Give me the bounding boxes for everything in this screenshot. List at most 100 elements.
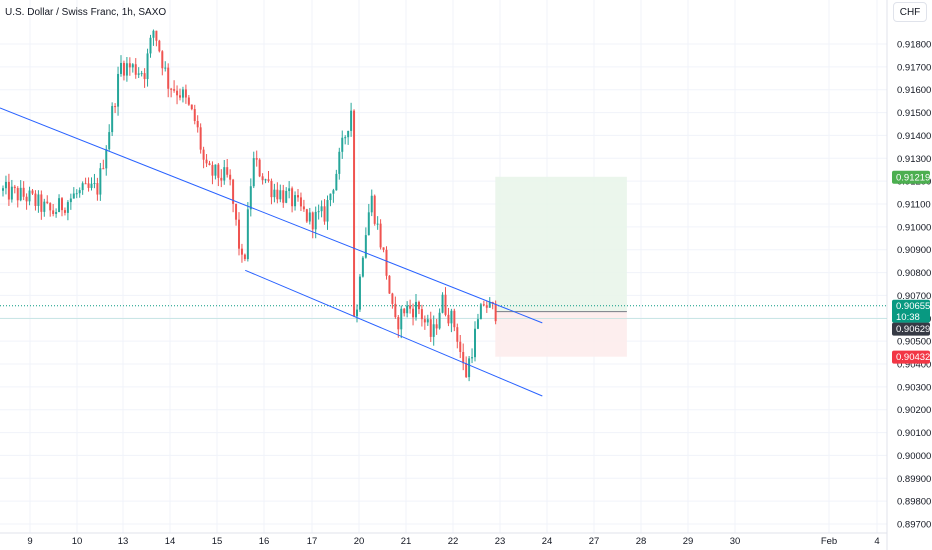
candle	[432, 315, 435, 346]
candle	[90, 177, 93, 191]
candle	[193, 104, 196, 125]
candle	[128, 57, 131, 76]
price-tick-label: 0.91000	[897, 222, 931, 233]
candle	[28, 186, 31, 206]
time-tick-label: 4	[874, 536, 879, 547]
candle	[485, 300, 488, 313]
candle	[117, 66, 120, 116]
candle	[4, 175, 7, 195]
price-tick-label: 0.90000	[897, 451, 931, 462]
target-price-tag: 0.91219	[892, 170, 930, 184]
candle	[111, 102, 114, 137]
candle	[388, 275, 391, 294]
price-tick-label: 0.89800	[897, 497, 931, 508]
candle	[394, 296, 397, 319]
candle	[299, 192, 302, 212]
candle	[468, 356, 471, 382]
candle	[267, 171, 270, 183]
candle	[350, 102, 353, 137]
candle	[270, 178, 273, 205]
candle	[84, 177, 87, 185]
candle	[152, 29, 155, 46]
candle	[134, 58, 137, 79]
price-tick-label: 0.91500	[897, 108, 931, 119]
target-zone[interactable]	[495, 176, 627, 312]
candle	[96, 177, 99, 201]
candle	[226, 158, 229, 178]
price-tick-label: 0.90400	[897, 360, 931, 371]
candle	[114, 103, 117, 114]
candle	[120, 55, 122, 77]
candle	[81, 181, 84, 195]
candle	[75, 189, 78, 199]
candle	[143, 68, 146, 88]
candle	[66, 200, 69, 221]
lower-trendline[interactable]	[245, 269, 543, 397]
candle	[7, 173, 10, 206]
candle	[423, 315, 426, 330]
time-tick-label: 23	[495, 536, 506, 547]
candle	[385, 246, 388, 280]
candle	[122, 60, 125, 81]
currency-button[interactable]: CHF	[893, 2, 927, 22]
candle	[311, 211, 314, 239]
candle	[294, 191, 297, 211]
candle	[255, 150, 258, 167]
price-axis[interactable]: 0.91800 0.91700 0.91600 0.91500 0.91400 0.913…	[897, 40, 931, 531]
candle	[93, 173, 96, 189]
candle	[217, 163, 220, 187]
price-tick-label: 0.90100	[897, 428, 931, 439]
time-axis[interactable]: 9 10 13 14 15 16 17 20 21 22 23 24 27 28 29 30 Feb 4	[27, 536, 879, 547]
candle	[415, 293, 417, 321]
candle	[125, 56, 128, 82]
candle	[187, 95, 190, 106]
candle	[382, 247, 385, 253]
candle	[474, 321, 476, 362]
candle	[13, 184, 16, 194]
candle	[202, 146, 205, 169]
stop-price-tag-text: 0.90432	[896, 352, 930, 363]
stop-zone[interactable]	[495, 311, 627, 357]
candle	[471, 348, 474, 364]
candle	[37, 190, 40, 213]
candle	[285, 187, 288, 204]
candle	[199, 123, 202, 154]
trendlines[interactable]	[0, 107, 543, 397]
candle	[232, 178, 235, 213]
candle	[482, 300, 485, 307]
candle	[417, 300, 420, 315]
price-tick-label: 0.91600	[897, 85, 931, 96]
candle	[344, 135, 347, 145]
time-tick-label: 17	[307, 536, 318, 547]
candle	[99, 162, 102, 201]
candle	[243, 253, 246, 262]
price-tick-label: 0.90300	[897, 382, 931, 393]
candle	[450, 308, 453, 333]
candle	[453, 308, 456, 332]
candle	[476, 313, 479, 330]
candle	[140, 70, 143, 77]
candle	[288, 181, 291, 199]
candle	[279, 184, 282, 203]
candle	[261, 173, 264, 185]
candle	[214, 164, 217, 180]
candle	[397, 315, 400, 338]
candle	[264, 178, 267, 184]
time-tick-label: 15	[212, 536, 223, 547]
upper-trendline[interactable]	[0, 107, 543, 324]
candle	[19, 180, 22, 202]
price-tick-label: 0.91700	[897, 62, 931, 73]
stop-price-tag: 0.90432	[892, 350, 930, 364]
candle	[347, 130, 350, 145]
candle	[435, 318, 438, 335]
time-tick-label: 27	[589, 536, 600, 547]
candle	[211, 161, 214, 185]
entry-price-tag-text: 0.90629	[896, 324, 930, 335]
candle	[373, 194, 376, 226]
candle	[158, 39, 161, 53]
candle	[173, 80, 176, 93]
price-tick-label: 0.89700	[897, 520, 931, 531]
candle	[137, 67, 140, 79]
candle	[78, 187, 81, 198]
